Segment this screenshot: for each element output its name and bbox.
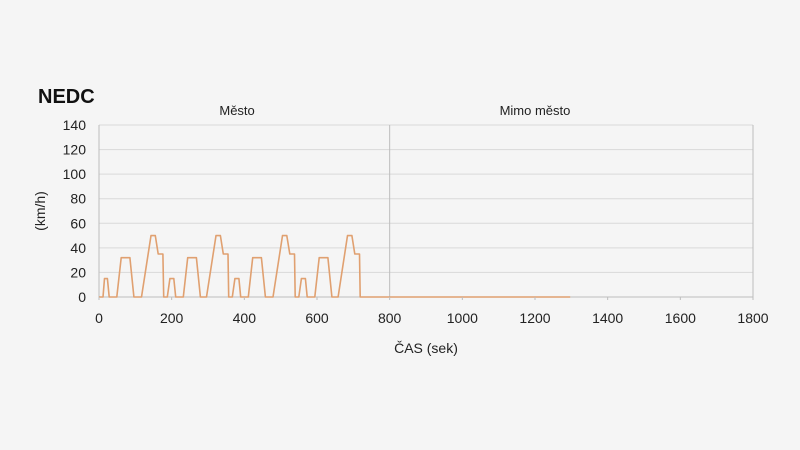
y-tick-label: 60 — [70, 215, 86, 231]
y-tick-label: 100 — [63, 166, 87, 182]
y-axis-ticks: 0 20 40 60 80 100 120 140 — [63, 117, 87, 305]
x-tick-label: 600 — [305, 310, 329, 326]
chart-title: NEDC — [38, 86, 95, 108]
x-tick-label: 0 — [95, 310, 103, 326]
y-tick-label: 0 — [78, 289, 86, 305]
y-tick-label: 20 — [70, 264, 86, 280]
y-tick-label: 140 — [63, 117, 87, 133]
x-tick-label: 800 — [378, 310, 402, 326]
x-tick-label: 1000 — [447, 310, 478, 326]
annotations: Město Mimo město — [219, 103, 570, 118]
x-tick-label: 200 — [160, 310, 184, 326]
x-tick-label: 1400 — [592, 310, 623, 326]
x-tick-label: 400 — [233, 310, 257, 326]
y-tick-label: 40 — [70, 240, 86, 256]
grid — [98, 124, 754, 298]
x-tick-label: 1800 — [737, 310, 768, 326]
x-tick-label: 1600 — [665, 310, 696, 326]
region-label: Mimo město — [500, 103, 571, 118]
x-axis-ticks: 0 200 400 600 800 1000 1200 1400 1600 1800 — [95, 297, 769, 326]
region-label: Město — [219, 103, 254, 118]
y-tick-label: 120 — [63, 142, 87, 158]
plot-area — [99, 234, 571, 298]
x-tick-label: 1200 — [519, 310, 550, 326]
speed-profile-line — [99, 234, 571, 298]
y-tick-label: 80 — [70, 191, 86, 207]
y-axis-label: (km/h) — [32, 191, 48, 231]
x-axis-label: ČAS (sek) — [394, 340, 458, 356]
